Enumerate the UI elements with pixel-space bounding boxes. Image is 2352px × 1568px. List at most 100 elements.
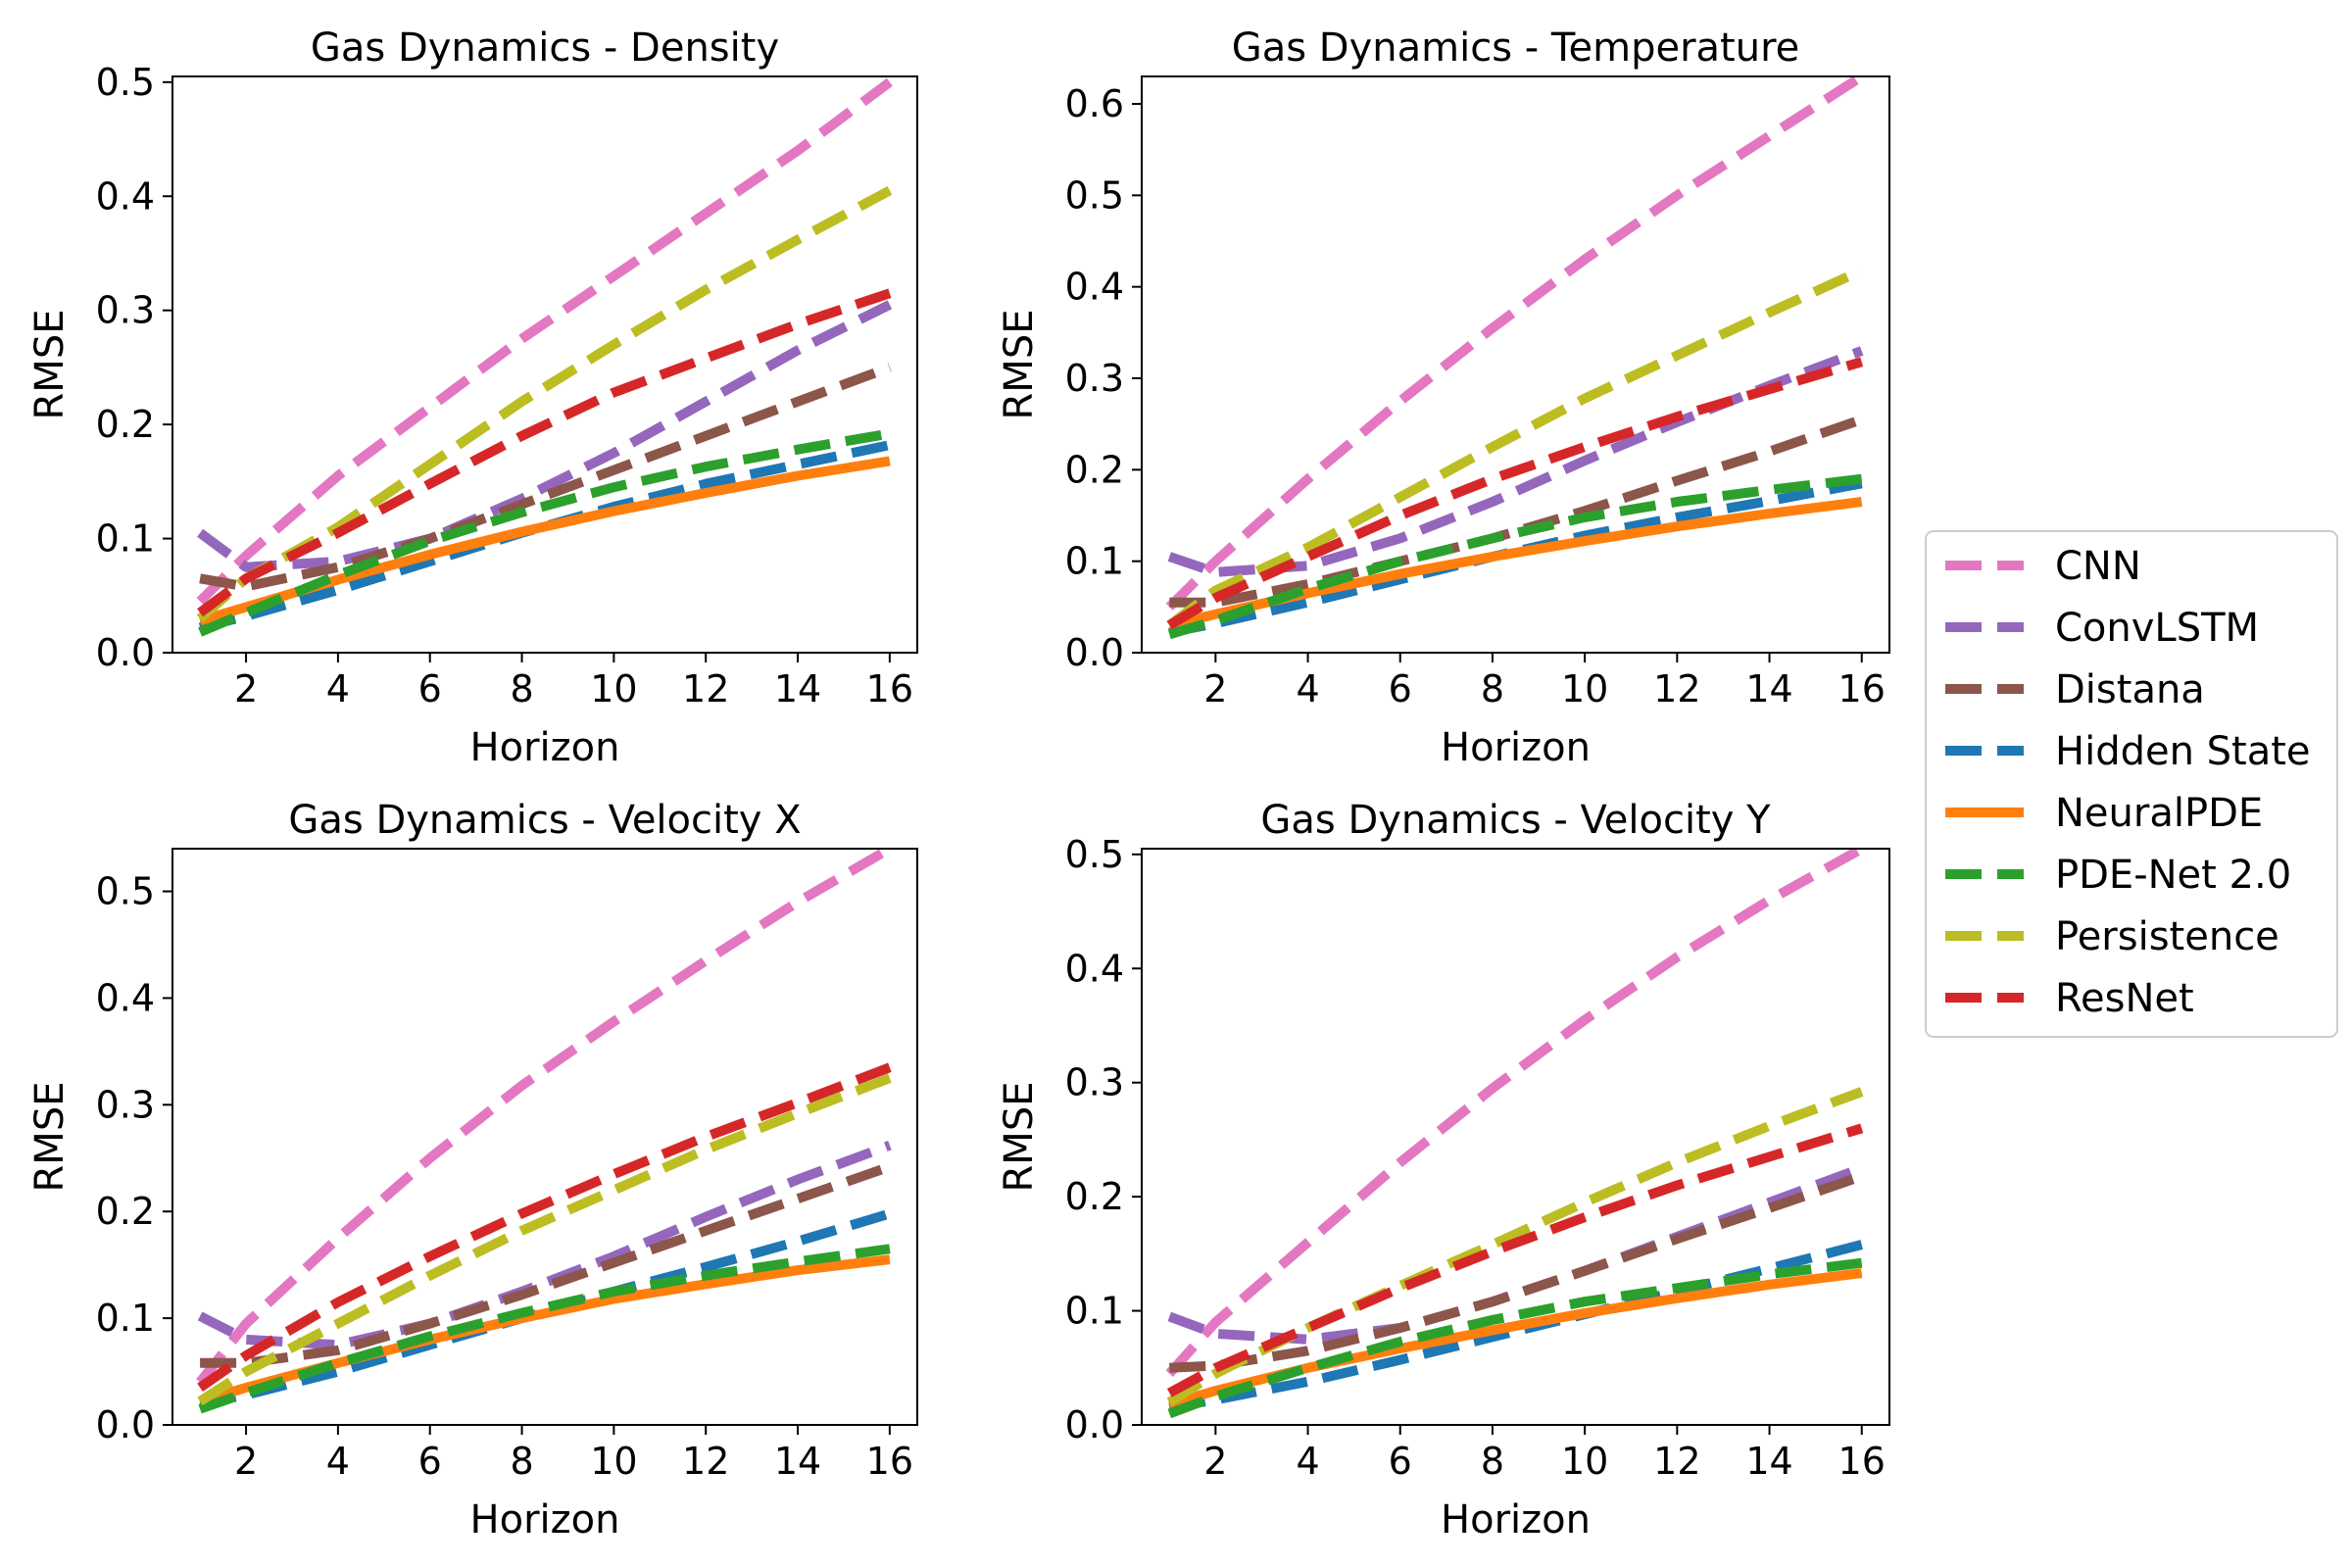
x-tick-label: 16 <box>1838 667 1886 710</box>
legend-label: CNN <box>2055 544 2141 589</box>
series-line-convlstm <box>197 300 893 572</box>
legend-label: ConvLSTM <box>2055 606 2259 651</box>
y-tick-label: 0.5 <box>96 870 155 913</box>
y-tick-label: 0.0 <box>96 1403 155 1446</box>
axes-frame <box>1141 75 1890 654</box>
series-line-cnn <box>1165 76 1865 611</box>
x-tick-label: 14 <box>1745 1440 1792 1483</box>
y-tick-label: 0.3 <box>1065 357 1124 400</box>
legend-entry-distana: Distana <box>1945 667 2205 712</box>
legend-frame <box>1925 530 2338 1038</box>
x-axis-label: Horizon <box>470 725 620 770</box>
legend-label: Distana <box>2055 667 2205 712</box>
x-tick-label: 2 <box>234 1440 258 1483</box>
x-tick-label: 2 <box>1203 1440 1227 1483</box>
x-tick-label: 12 <box>1653 667 1700 710</box>
series-line-resnet <box>1166 357 1864 630</box>
y-tick-label: 0.5 <box>1065 833 1124 876</box>
x-tick-label: 10 <box>1561 667 1608 710</box>
legend-entry-persistence: Persistence <box>1945 914 2279 959</box>
series-group <box>1165 849 1865 1419</box>
series-line-cnn <box>196 849 893 1386</box>
y-tick-label: 0.4 <box>1065 947 1124 990</box>
x-tick-label: 6 <box>1389 667 1412 710</box>
series-line-persistence <box>1166 266 1864 629</box>
axes-frame <box>1141 848 1890 1426</box>
y-axis-label: RMSE <box>27 310 73 420</box>
y-tick-label: 0.2 <box>96 1190 155 1233</box>
series-line-hidden-state <box>1168 478 1863 638</box>
x-tick-label: 12 <box>682 667 729 710</box>
series-line-convlstm <box>1167 1163 1864 1345</box>
series-line-distana <box>199 363 892 592</box>
legend-label: Hidden State <box>2055 729 2311 774</box>
y-tick-label: 0.1 <box>1065 1290 1124 1333</box>
legend-entry-pde-net-2-0: PDE-Net 2.0 <box>1945 853 2291 898</box>
series-group <box>196 77 893 637</box>
y-tick-label: 0.3 <box>96 289 155 332</box>
y-tick-label: 0.3 <box>96 1083 155 1126</box>
legend-label: PDE-Net 2.0 <box>2055 853 2291 898</box>
x-axis-label: Horizon <box>1441 1497 1591 1543</box>
x-tick-label: 14 <box>774 667 821 710</box>
x-tick-label: 14 <box>1745 667 1792 710</box>
y-tick-label: 0.0 <box>1065 631 1124 674</box>
y-tick-label: 0.2 <box>1065 448 1124 491</box>
x-tick-label: 12 <box>1653 1440 1700 1483</box>
legend: CNN ConvLSTM Distana Hidden State NeuralPDE P… <box>1925 530 2338 1038</box>
y-tick-label: 0.1 <box>96 1297 155 1340</box>
x-tick-label: 14 <box>774 1440 821 1483</box>
x-tick-label: 4 <box>326 667 350 710</box>
legend-entry-cnn: CNN <box>1945 544 2141 589</box>
y-tick-label: 0.6 <box>1065 82 1124 125</box>
series-line-resnet <box>197 288 892 617</box>
x-tick-label: 10 <box>1561 1440 1608 1483</box>
x-tick-label: 10 <box>590 1440 637 1483</box>
series-line-cnn <box>1165 849 1865 1377</box>
x-tick-label: 8 <box>1481 667 1504 710</box>
y-tick-label: 0.0 <box>96 631 155 674</box>
y-axis-label: RMSE <box>27 1082 73 1193</box>
y-tick-label: 0.1 <box>1065 540 1124 583</box>
series-line-hidden-state <box>198 440 891 633</box>
x-tick-label: 2 <box>234 667 258 710</box>
x-tick-label: 6 <box>1389 1440 1412 1483</box>
series-line-persistence <box>196 185 893 622</box>
legend-entry-resnet: ResNet <box>1945 976 2194 1021</box>
legend-label: NeuralPDE <box>2055 791 2263 836</box>
series-line-resnet <box>1166 1123 1864 1397</box>
y-tick-label: 0.4 <box>96 976 155 1019</box>
axes-frame <box>172 848 918 1426</box>
chart-title: Gas Dynamics - Temperature <box>1232 25 1800 71</box>
x-axis-label: Horizon <box>1441 725 1591 770</box>
x-tick-label: 6 <box>418 1440 442 1483</box>
y-tick-label: 0.1 <box>96 517 155 561</box>
chart-title: Gas Dynamics - Density <box>311 25 779 71</box>
legend-label: Persistence <box>2055 914 2279 959</box>
x-tick-label: 8 <box>510 1440 533 1483</box>
x-tick-label: 6 <box>418 667 442 710</box>
subplot-gas-dynamics-temperature: 2 4 6 8 10 12 14 16 0.0 0.1 0.2 0.3 0.4 0.5 0.6 Gas Dyn… <box>997 25 1890 770</box>
x-tick-label: 10 <box>590 667 637 710</box>
y-tick-label: 0.4 <box>1065 266 1124 309</box>
subplot-gas-dynamics-density: 2 4 6 8 10 12 14 16 0.0 0.1 0.2 0.3 0.4 0.5 Gas Dynami… <box>27 25 918 770</box>
series-line-persistence <box>197 1073 892 1406</box>
subplot-gas-dynamics-velocity-y: 2 4 6 8 10 12 14 16 0.0 0.1 0.2 0.3 0.4 0.5 Gas Dynami… <box>997 798 1890 1543</box>
series-line-convlstm <box>1167 346 1864 577</box>
y-axis-label: RMSE <box>997 310 1042 420</box>
series-group <box>1165 76 1865 640</box>
x-tick-label: 4 <box>326 1440 350 1483</box>
y-tick-label: 0.3 <box>1065 1061 1124 1104</box>
x-tick-label: 8 <box>510 667 533 710</box>
y-tick-label: 0.2 <box>96 403 155 446</box>
legend-entry-hidden-state: Hidden State <box>1945 729 2311 774</box>
x-tick-label: 8 <box>1481 1440 1504 1483</box>
y-tick-label: 0.2 <box>1065 1175 1124 1218</box>
series-line-pde-net-2-0 <box>1167 473 1863 640</box>
series-group <box>196 849 893 1414</box>
chart-title: Gas Dynamics - Velocity Y <box>1260 798 1771 843</box>
series-line-cnn <box>196 77 893 606</box>
y-tick-label: 0.5 <box>1065 173 1124 217</box>
x-tick-label: 12 <box>682 1440 729 1483</box>
